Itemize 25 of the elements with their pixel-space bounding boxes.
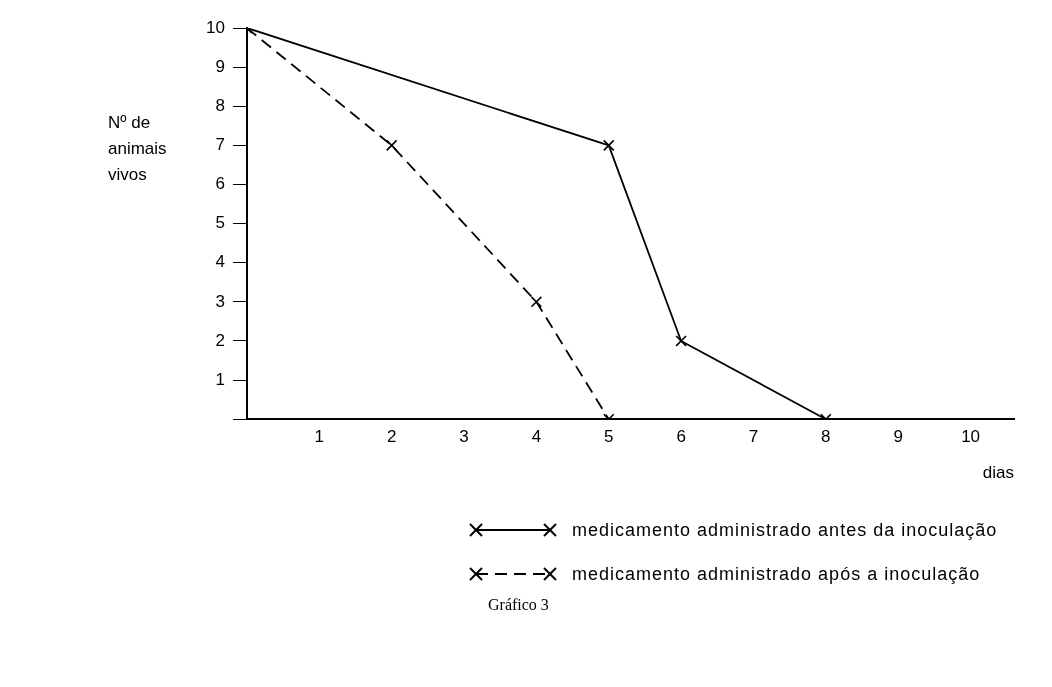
- x-tick-label: 9: [893, 427, 903, 447]
- y-tick-label: 10: [205, 17, 225, 37]
- x-tick-label: 1: [314, 427, 325, 447]
- x-tick-label: 6: [676, 427, 686, 447]
- y-tick-label: 9: [215, 56, 225, 76]
- x-tick-label: 2: [386, 427, 397, 447]
- y-tick-label: 7: [215, 135, 225, 155]
- legend-label: medicamento administrado após a inoculação: [572, 563, 981, 585]
- x-tick-label: 7: [748, 427, 759, 447]
- x-tick-label: 8: [821, 427, 831, 447]
- y-axis-title: Nº de animais vivos: [108, 112, 168, 186]
- y-tick-label: 2: [215, 330, 225, 350]
- y-tick-label: 4: [215, 252, 225, 272]
- x-tick-label: 3: [459, 427, 469, 447]
- x-tick-label: 5: [604, 427, 614, 447]
- y-tick-label: 8: [215, 95, 225, 115]
- text: Gráfico 3: [488, 596, 550, 614]
- x-axis-title: dias: [982, 463, 1014, 483]
- x-tick-label: 10: [961, 427, 981, 447]
- y-tick-label: 6: [215, 174, 225, 194]
- x-tick-label: 4: [531, 427, 542, 447]
- y-tick-label: 5: [215, 213, 225, 233]
- y-tick-label: 3: [215, 291, 225, 311]
- legend-label: medicamento administrado antes da inoculação: [572, 519, 998, 541]
- y-tick-label: 1: [215, 369, 225, 389]
